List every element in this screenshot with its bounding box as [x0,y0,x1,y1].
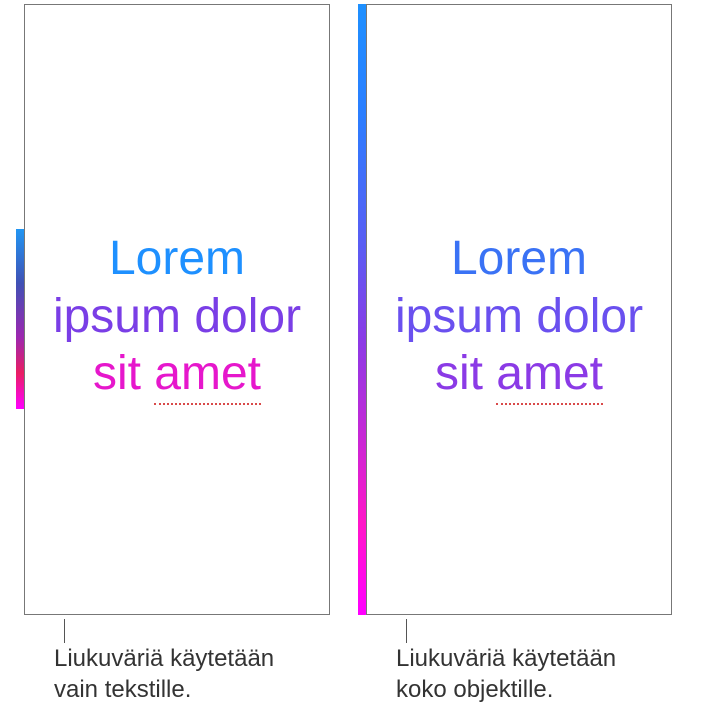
right-caption-area: Liukuväriä käytetään koko objektille. [358,619,672,705]
right-line3-a: sit [435,347,496,400]
right-caption: Liukuväriä käytetään koko objektille. [358,643,648,705]
right-underline-word: amet [496,345,603,405]
left-underline-word: amet [154,345,261,405]
right-line2: ipsum dolor [395,290,643,343]
right-panel-wrapper: Lorem ipsum dolor sit amet [358,4,672,615]
right-panel: Lorem ipsum dolor sit amet [366,4,672,615]
left-example: Lorem ipsum dolor sit amet Liukuväriä kä… [16,4,330,705]
right-gradient-strip [358,4,366,615]
left-caption: Liukuväriä käytetään vain tekstille. [16,643,306,705]
left-panel: Lorem ipsum dolor sit amet [24,4,330,615]
left-text-block: Lorem ipsum dolor sit amet [53,230,301,405]
right-line3: sit amet [435,347,603,400]
left-caption-tick [64,619,65,643]
left-line2: ipsum dolor [53,290,301,343]
left-panel-wrapper: Lorem ipsum dolor sit amet [16,4,330,615]
right-line1: Lorem [451,232,587,285]
right-example: Lorem ipsum dolor sit amet Liukuväriä kä… [358,4,672,705]
left-caption-area: Liukuväriä käytetään vain tekstille. [16,619,330,705]
left-gradient-strip [16,229,24,409]
comparison-container: Lorem ipsum dolor sit amet Liukuväriä kä… [0,0,702,705]
left-line1: Lorem [109,232,245,285]
right-caption-tick [406,619,407,643]
right-text-block: Lorem ipsum dolor sit amet [395,230,643,405]
left-line3: sit amet [93,347,261,400]
left-line3-a: sit [93,347,154,400]
